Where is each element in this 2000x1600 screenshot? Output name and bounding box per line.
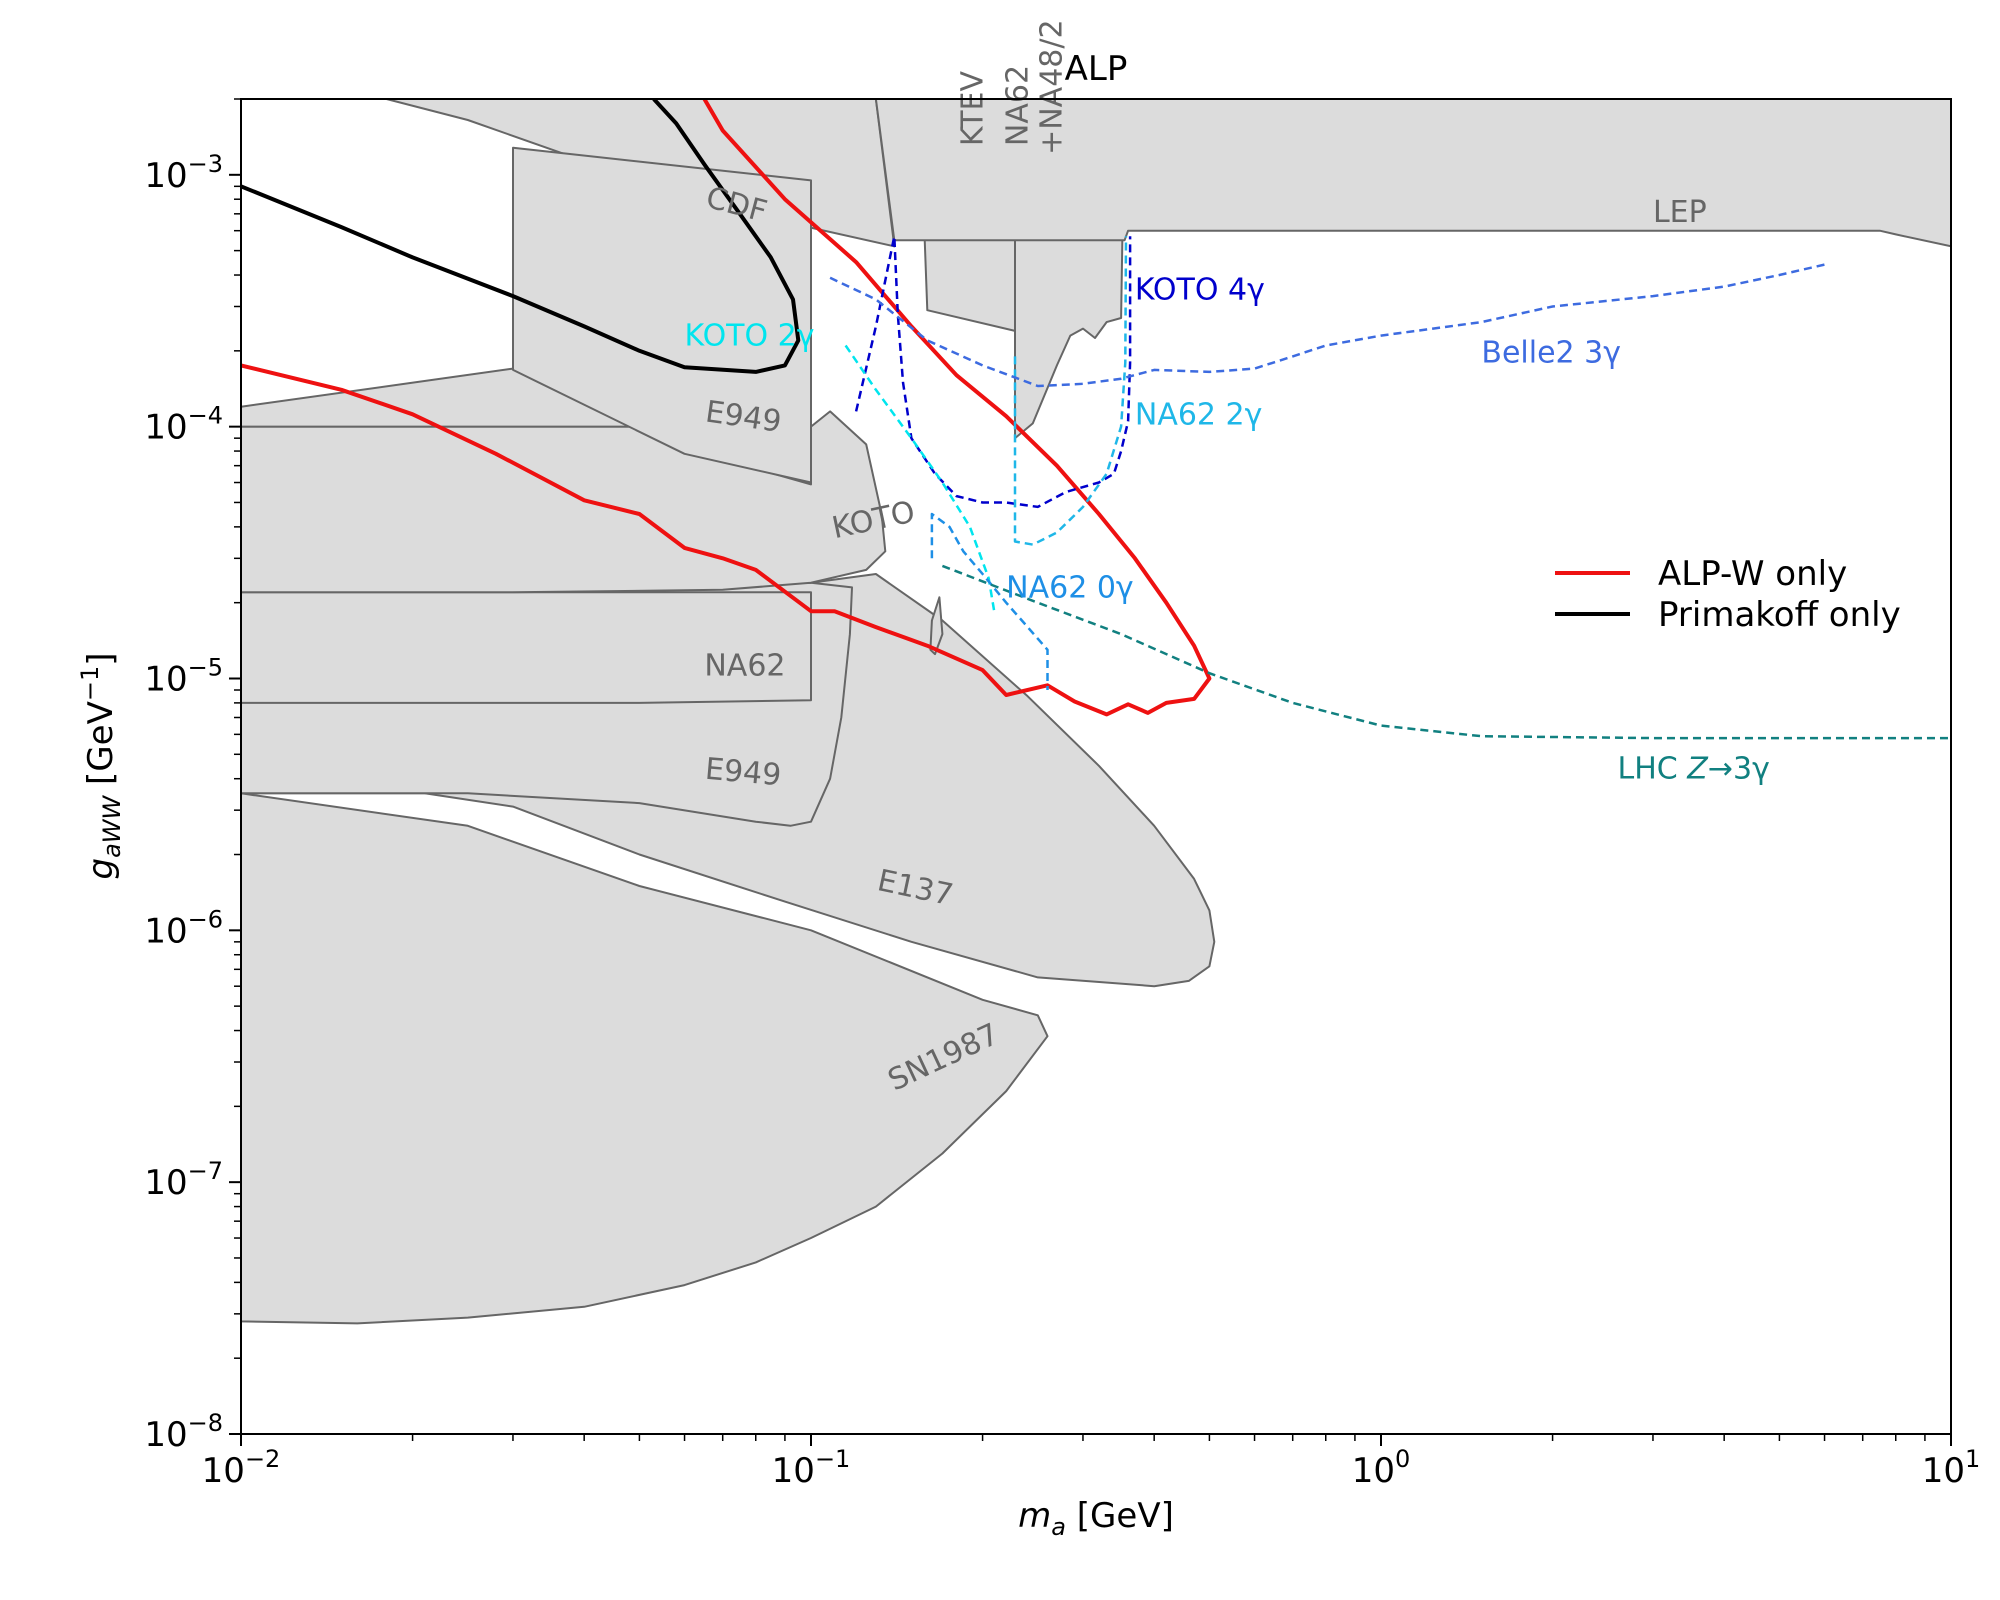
x-tick-base: 10 — [1352, 1451, 1395, 1491]
y-axis-title-main: g — [81, 858, 121, 880]
y-tick-base: 10 — [144, 1415, 187, 1455]
series-belle2-3 — [829, 263, 1825, 388]
series-primakoff-only — [241, 99, 801, 374]
region-label-na48-2: +NA48/2 — [1034, 19, 1069, 154]
series-lines — [241, 99, 1951, 740]
x-tick-label: 10−1 — [772, 1445, 851, 1491]
x-tick-base: 10 — [1922, 1451, 1965, 1491]
y-axis-title-unit: [GeV — [81, 701, 121, 796]
y-tick-base: 10 — [144, 659, 187, 699]
series-label-koto-2: KOTO 2γ — [685, 319, 815, 354]
x-axis-title-sub: a — [1051, 1513, 1066, 1541]
series-na62-0 — [930, 512, 1049, 690]
region-sn1987 — [241, 792, 1049, 1325]
region-lep — [874, 99, 1951, 248]
y-tick-exp: −5 — [188, 653, 223, 681]
y-tick-base: 10 — [144, 156, 187, 196]
x-tick-label: 100 — [1352, 1445, 1411, 1491]
region-koto-small — [929, 596, 944, 656]
region-label-na62: NA62 — [704, 648, 785, 683]
series-lhc-z-3 — [941, 564, 1951, 740]
y-axis-title-sub: aWW — [98, 794, 126, 857]
y-tick-exp: −8 — [188, 1409, 223, 1437]
x-tick-label: 101 — [1922, 1445, 1981, 1491]
y-tick-base: 10 — [144, 911, 187, 951]
series-label-belle2-3: Belle2 3γ — [1481, 335, 1621, 370]
x-axis-title-unit: [GeV] — [1066, 1496, 1174, 1536]
series-koto-4 — [854, 235, 1132, 509]
x-axis-title: ma [GeV] — [1018, 1496, 1174, 1541]
y-axis-title-close: ] — [81, 652, 121, 665]
excluded-regions — [241, 99, 1951, 1325]
y-axis-title-exp: −1 — [76, 666, 104, 701]
y-tick-label: 10−6 — [144, 905, 223, 951]
y-tick-label: 10−7 — [144, 1157, 223, 1203]
legend-label-primakoff-only: Primakoff only — [1658, 595, 1901, 635]
series-label-koto-4: KOTO 4γ — [1135, 272, 1265, 307]
y-tick-base: 10 — [144, 408, 187, 448]
y-tick-label: 10−8 — [144, 1409, 223, 1455]
lhc-label-pre: LHC — [1618, 752, 1688, 787]
region-label-na62: NA62 — [1001, 65, 1036, 146]
x-tick-base: 10 — [772, 1451, 815, 1491]
plot-frame — [240, 98, 1952, 1435]
region-label-e949: E949 — [704, 752, 783, 794]
series-label-lhc: LHC Z→3γ — [1618, 752, 1770, 787]
y-axis-title: gaWW [GeV−1] — [76, 652, 126, 879]
series-na62-2 — [1013, 236, 1128, 546]
y-tick-exp: −6 — [188, 905, 223, 933]
lhc-label-post: →3γ — [1708, 752, 1770, 787]
x-tick-exp: 0 — [1395, 1445, 1410, 1473]
y-tick-exp: −3 — [188, 150, 223, 178]
region-label-ktev: KTEV — [956, 70, 991, 146]
y-tick-exp: −4 — [188, 402, 223, 430]
lhc-label-z: Z — [1686, 752, 1709, 787]
series-labels: KOTO 4γ KOTO 2γ NA62 2γ NA62 0γ Belle2 3γ LHC… — [685, 272, 1770, 786]
y-tick-label: 10−5 — [144, 653, 223, 699]
x-axis-title-main: m — [1018, 1496, 1051, 1536]
x-tick-exp: −2 — [245, 1445, 280, 1473]
series-alp-w-only — [241, 99, 1212, 717]
y-tick-label: 10−3 — [144, 150, 223, 196]
series-koto-2 — [844, 344, 996, 615]
y-axis: 10−810−710−610−510−410−3 — [144, 98, 241, 1455]
y-tick-exp: −7 — [188, 1157, 223, 1185]
x-tick-label: 10−2 — [202, 1445, 281, 1491]
chart-title: ALP — [1065, 49, 1128, 89]
x-axis: 10−2 10−1 100 101 — [202, 1434, 1981, 1491]
legend-label-alp-w-only: ALP-W only — [1658, 554, 1847, 594]
region-na62 — [241, 591, 812, 704]
y-tick-label: 10−4 — [144, 402, 223, 448]
x-tick-base: 10 — [202, 1451, 245, 1491]
series-label-na62-2: NA62 2γ — [1135, 397, 1263, 432]
x-tick-exp: 1 — [1965, 1445, 1980, 1473]
series-label-na62-0: NA62 0γ — [1006, 570, 1134, 605]
region-label-lep: LEP — [1653, 195, 1707, 230]
y-tick-base: 10 — [144, 1163, 187, 1203]
x-tick-exp: −1 — [815, 1445, 850, 1473]
